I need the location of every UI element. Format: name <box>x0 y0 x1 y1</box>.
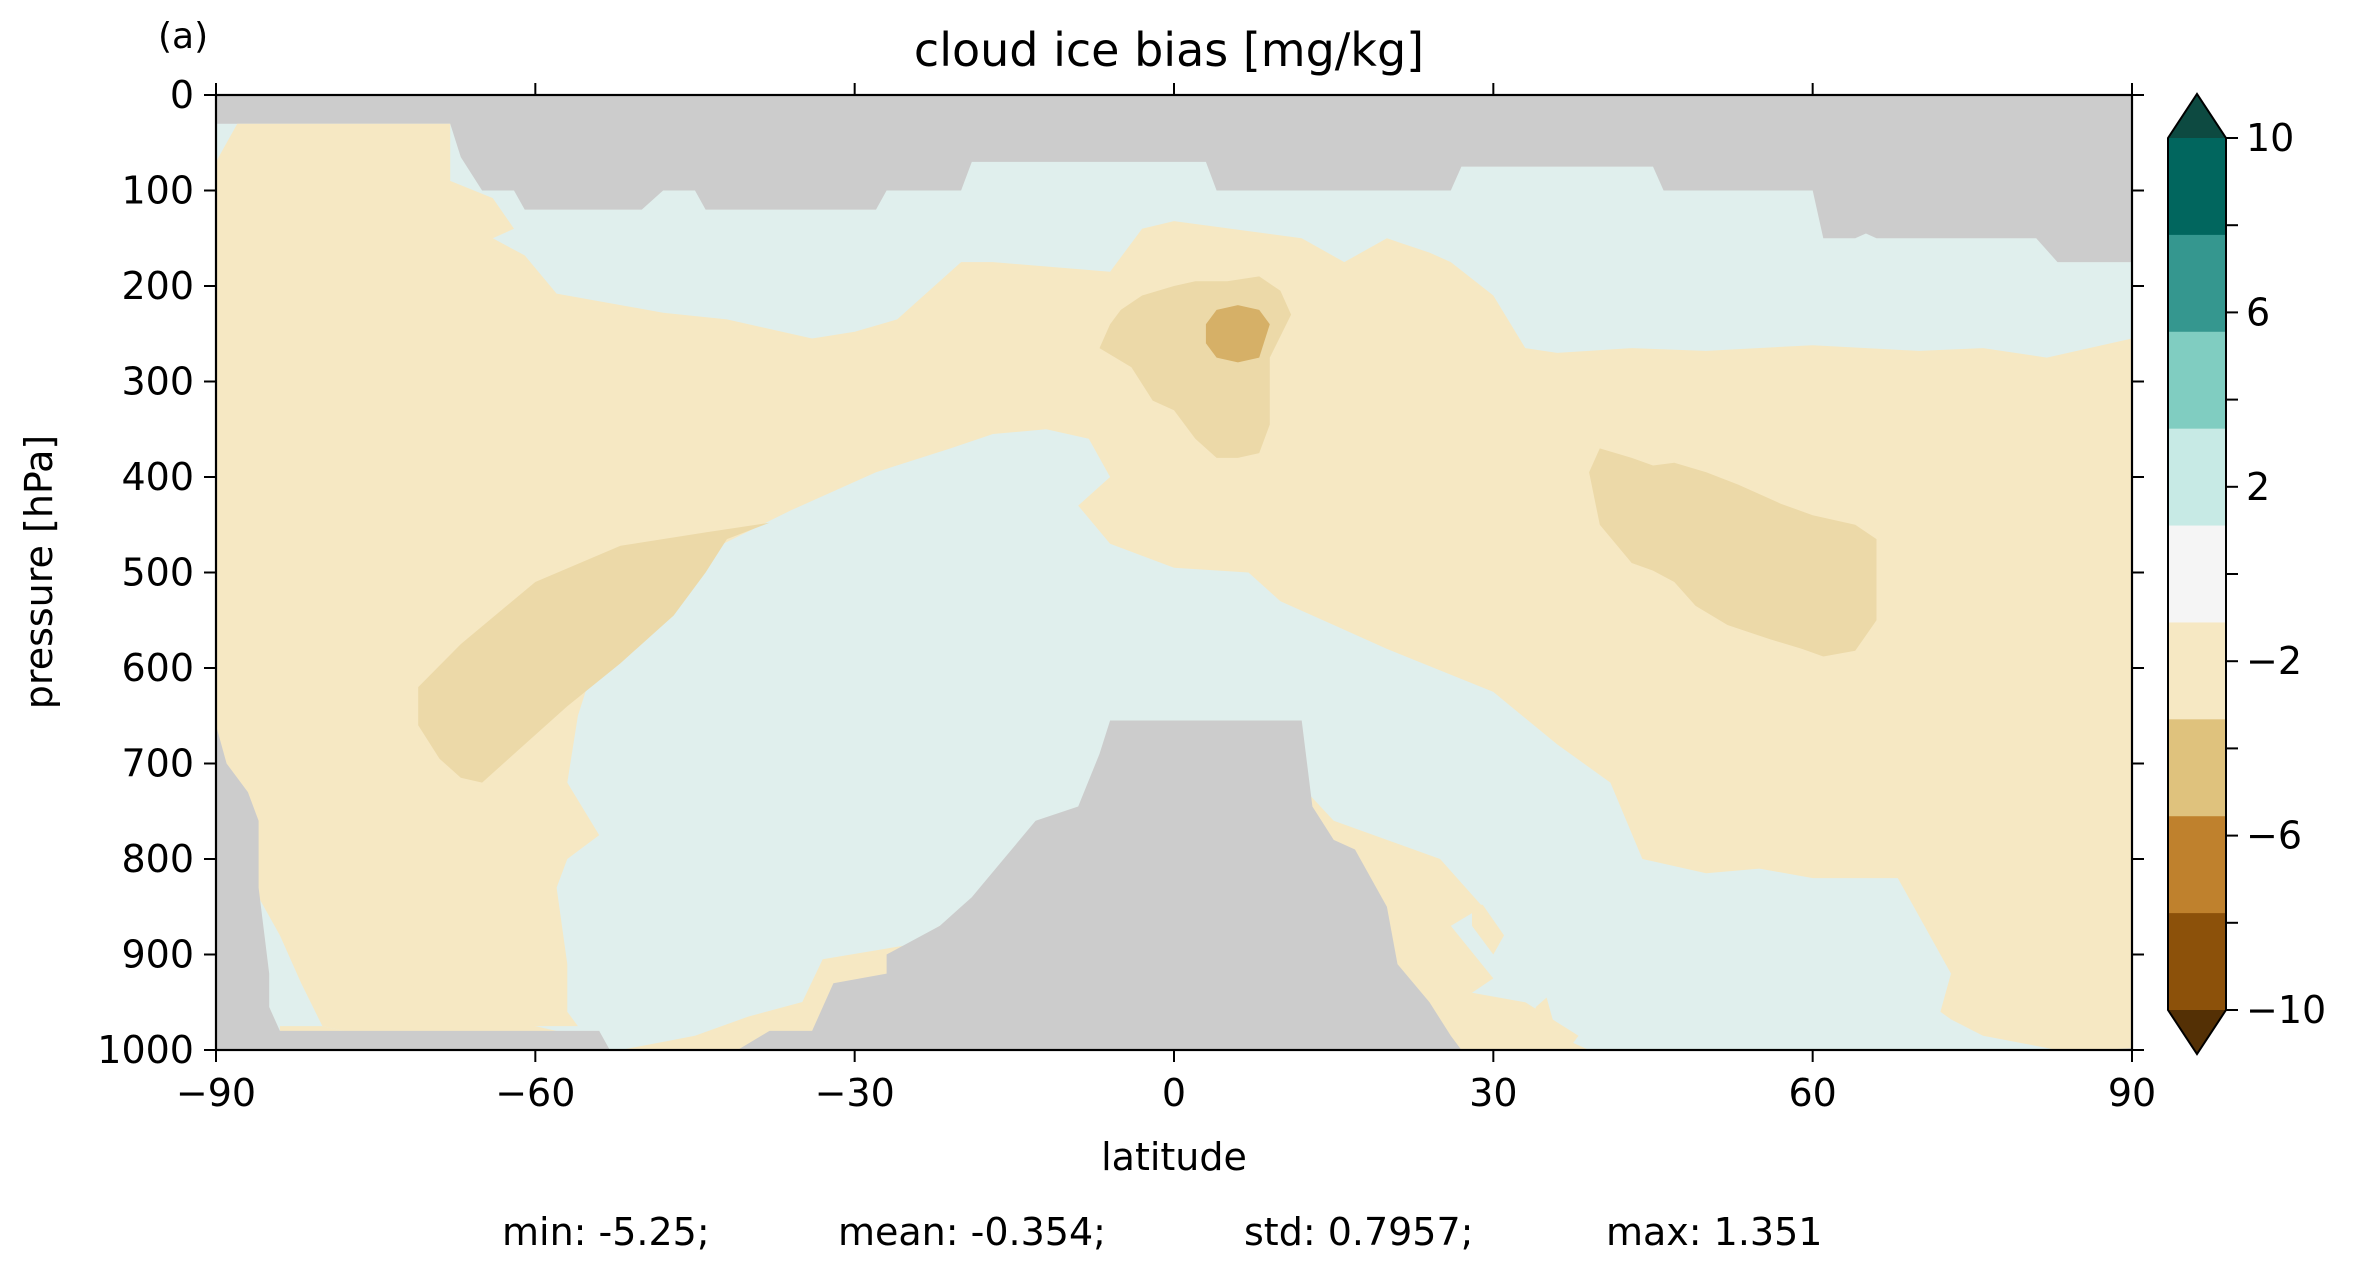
x-tick-label: −30 <box>815 1071 895 1115</box>
region-negative-small-blob <box>1472 904 1504 955</box>
region-neg2-northern <box>1589 448 1877 657</box>
region-negative-main <box>216 123 2132 1050</box>
y-axis: 0 100 200 300 400 500 600 700 800 900 1000 <box>97 73 2144 1072</box>
x-tick-label: −60 <box>495 1071 575 1115</box>
region-neg4-equatorial <box>1205 305 1270 363</box>
stat-std: std: 0.7957; <box>1244 1210 1474 1254</box>
colorbar-tick-label: −10 <box>2246 988 2326 1032</box>
stat-max: max: 1.351 <box>1606 1210 1823 1254</box>
panel-label: (a) <box>158 16 208 57</box>
stat-mean: mean: -0.354; <box>838 1210 1106 1254</box>
colorbar-tick-label: −2 <box>2246 639 2302 683</box>
colorbar: 10 6 2 −2 −6 −10 <box>2167 92 2326 1056</box>
colorbar-band <box>2168 428 2226 527</box>
region-negative-bottom-left-2 <box>354 921 578 1050</box>
stat-min: min: -5.25; <box>502 1210 710 1254</box>
colorbar-tick-label: 2 <box>2246 465 2270 509</box>
y-axis-label: pressure [hPa] <box>17 435 61 709</box>
colorbar-extend-top <box>2168 94 2226 138</box>
contour-regions <box>216 95 2132 1050</box>
y-tick-label: 700 <box>121 742 194 786</box>
colorbar-extend-bottom <box>2168 1010 2226 1054</box>
x-axis: −90 −60 −30 0 30 60 90 <box>176 83 2156 1115</box>
region-missing-top <box>216 95 2132 263</box>
colorbar-tick-label: 6 <box>2246 290 2270 334</box>
y-tick-label: 600 <box>121 646 194 690</box>
y-tick-label: 900 <box>121 933 194 977</box>
region-neg2-southern <box>418 522 770 783</box>
y-tick-label: 800 <box>121 837 194 881</box>
colorbar-tick-label: 10 <box>2246 116 2294 160</box>
x-tick-label: 90 <box>2108 1071 2156 1115</box>
chart-title: cloud ice bias [mg/kg] <box>914 23 1424 77</box>
colorbar-band <box>2168 234 2226 333</box>
x-tick-label: 0 <box>1162 1071 1186 1115</box>
y-tick-label: 100 <box>121 169 194 213</box>
colorbar-band <box>2168 525 2226 623</box>
colorbar-band <box>2168 913 2226 1011</box>
y-tick-label: 400 <box>121 455 194 499</box>
x-axis-label: latitude <box>1101 1135 1247 1179</box>
colorbar-band <box>2168 622 2226 720</box>
colorbar-band <box>2168 719 2226 817</box>
y-tick-label: 500 <box>121 551 194 595</box>
x-tick-label: 60 <box>1788 1071 1836 1115</box>
region-negative-lower-right <box>1525 997 1590 1050</box>
colorbar-band <box>2168 331 2226 430</box>
colorbar-band <box>2168 138 2226 236</box>
x-tick-label: 30 <box>1469 1071 1517 1115</box>
y-tick-label: 300 <box>121 360 194 404</box>
stats-row: min: -5.25; mean: -0.354; std: 0.7957; m… <box>0 1210 2362 1266</box>
region-missing-bottom-left <box>216 725 610 1050</box>
colorbar-band <box>2168 816 2226 914</box>
region-neg-stray-blob <box>812 477 834 487</box>
region-missing-bottom-center <box>737 720 1462 1050</box>
y-tick-label: 1000 <box>97 1028 194 1072</box>
x-tick-label: −90 <box>176 1071 256 1115</box>
colorbar-tick-label: −6 <box>2246 814 2302 858</box>
y-tick-label: 200 <box>121 264 194 308</box>
y-tick-label: 0 <box>170 73 194 117</box>
